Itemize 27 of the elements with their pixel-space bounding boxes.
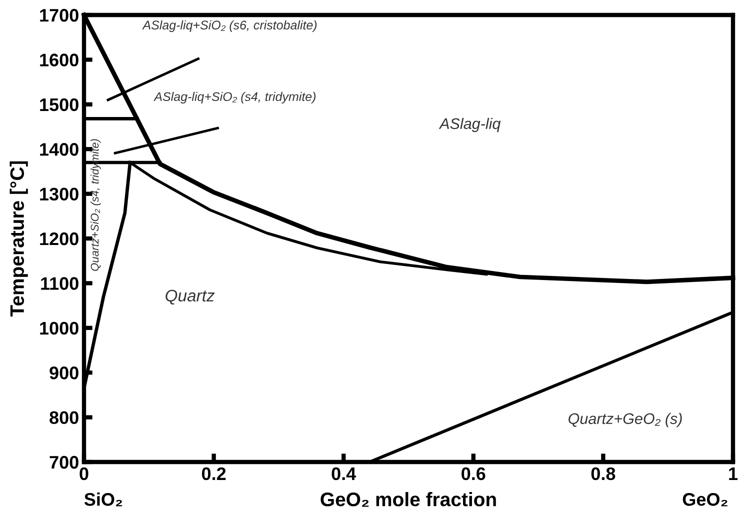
x-tick-label: 0.6 <box>462 467 486 480</box>
annotation: ASlag-liq <box>438 118 501 132</box>
y-axis-title: Temperature [°C] <box>10 161 28 317</box>
annotation: ASlag-liq+SiO₂ (s4, tridymite) <box>154 92 316 104</box>
x-tick-label: 0 <box>80 467 88 480</box>
annotation: Quartz+SiO₂ (s4, tridymite) <box>90 139 101 271</box>
x-tick-label: 1 <box>729 468 738 480</box>
y-tick-label: 800 <box>50 411 78 424</box>
y-tick-label: 900 <box>50 366 78 380</box>
y-tick-label: 1000 <box>40 322 78 335</box>
y-tick-label: 1300 <box>40 188 78 201</box>
y-tick-label: 1100 <box>41 277 78 290</box>
y-tick-label: 700 <box>50 456 78 469</box>
y-tick-label: 1500 <box>40 98 78 112</box>
annotation: Quartz+GeO₂ (s) <box>568 412 682 428</box>
x-tick-label: 0.8 <box>591 467 616 480</box>
y-tick-label: 1200 <box>40 232 78 246</box>
y-tick-label: 1400 <box>40 143 78 156</box>
text: SiO₂ <box>84 492 122 506</box>
x-tick-label: 0.4 <box>332 467 356 480</box>
x-tick-label: 0.2 <box>202 467 226 480</box>
annotation: ASlag-liq+SiO₂ (s6, cristobalite) <box>142 20 317 32</box>
x-axis-title: GeO₂ mole fraction <box>320 492 496 507</box>
y-tick-label: 1700 <box>40 8 78 22</box>
annotation: Quartz <box>166 290 215 305</box>
text: GeO₂ <box>682 493 728 506</box>
y-tick-label: 1600 <box>40 54 78 66</box>
